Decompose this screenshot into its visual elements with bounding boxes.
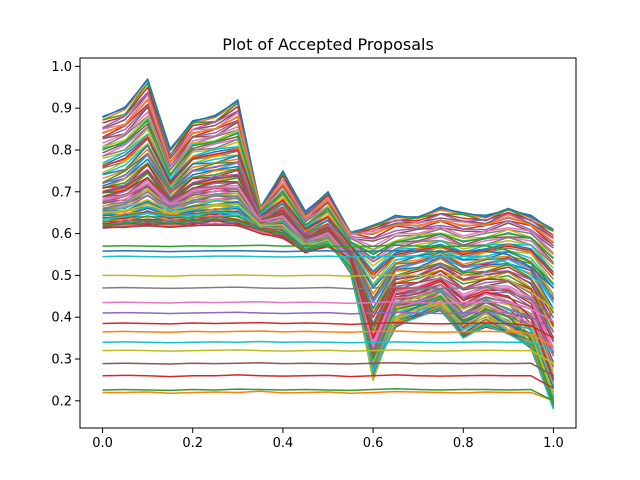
x-axis: 0.0 0.2 0.4 0.6 0.8 1.0 [92, 428, 564, 451]
band-envelope-line [102, 203, 555, 393]
series-line [102, 362, 554, 377]
series-line [102, 321, 554, 339]
x-tick-label: 0.6 [363, 436, 384, 451]
series-line [102, 340, 554, 352]
band-envelope-line [102, 99, 554, 243]
series-line [102, 330, 554, 348]
series-line [102, 374, 554, 389]
band-envelope-line [102, 211, 555, 410]
series-line [102, 387, 554, 402]
y-axis: 0.2 0.3 0.4 0.5 0.6 0.7 0.8 0.9 1.0 [51, 60, 80, 409]
series-line [102, 311, 554, 331]
band-envelope-line [102, 119, 554, 260]
y-tick-label: 0.8 [51, 143, 72, 158]
band-envelope-line [102, 182, 555, 351]
y-tick-label: 0.6 [51, 227, 72, 242]
series-line [102, 255, 554, 297]
band-envelope-line [102, 153, 555, 302]
band-series-line [102, 126, 554, 265]
y-tick-label: 0.7 [51, 185, 72, 200]
x-tick-label: 0.4 [273, 436, 294, 451]
series-line [102, 274, 554, 310]
y-tick-label: 0.5 [51, 269, 72, 284]
band-envelope-line [102, 170, 555, 327]
y-tick-label: 0.3 [51, 353, 72, 368]
series-line [102, 249, 554, 289]
series-line [102, 244, 554, 285]
y-tick-label: 0.2 [51, 394, 72, 409]
band-envelope-line [102, 191, 555, 377]
band-series-line [102, 178, 555, 340]
series-line [102, 300, 554, 323]
x-tick-label: 0.2 [182, 436, 203, 451]
band-series-line [102, 162, 555, 314]
x-tick-label: 0.0 [92, 436, 113, 451]
x-tick-label: 0.8 [453, 436, 474, 451]
series-line [102, 286, 554, 318]
y-tick-label: 0.9 [51, 102, 72, 117]
y-tick-label: 0.4 [51, 311, 72, 326]
series-line [102, 349, 554, 364]
band-series-line [102, 116, 554, 256]
series-layer [102, 78, 555, 410]
y-tick-label: 1.0 [51, 60, 72, 75]
x-tick-label: 1.0 [543, 436, 564, 451]
series-line [102, 390, 554, 402]
chart-title: Plot of Accepted Proposals [222, 35, 434, 54]
plot-area-frame [79, 57, 577, 429]
band-envelope-line [102, 78, 554, 235]
